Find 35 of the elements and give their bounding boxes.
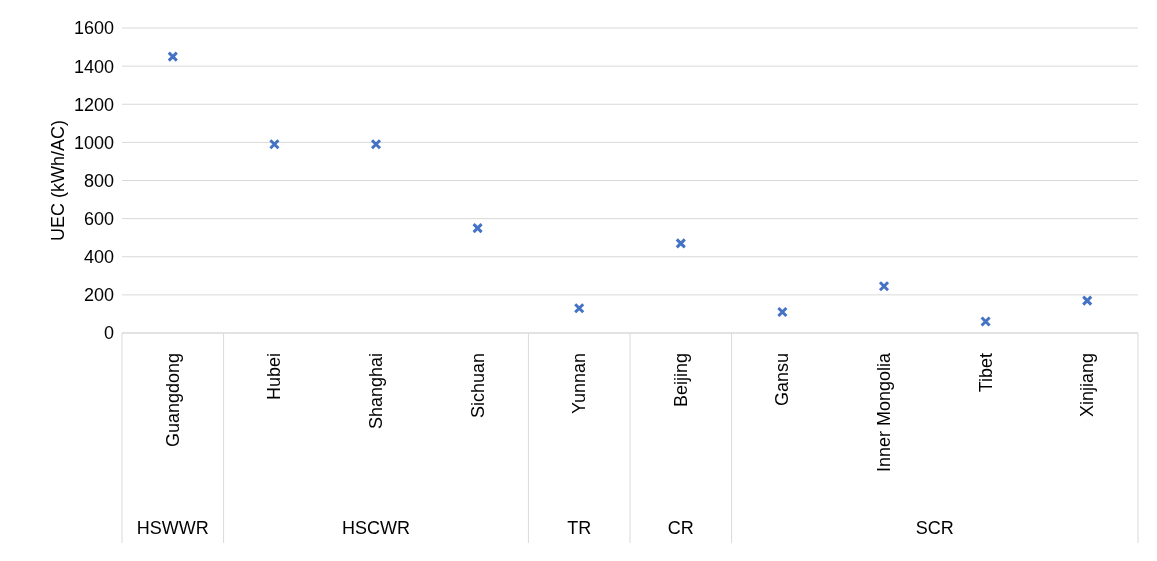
point — [370, 138, 382, 150]
text: HSWWR — [136, 518, 209, 538]
x-tick-label: Inner Mongolia — [874, 352, 894, 473]
point — [268, 138, 280, 150]
text: TR — [567, 518, 592, 538]
text: SCR — [915, 518, 954, 538]
x-tick-label: Xinjiang — [1077, 353, 1098, 418]
x-tick-label: Tibet — [975, 353, 996, 393]
y-tick-label: 0 — [103, 323, 114, 344]
point — [1081, 295, 1093, 307]
y-tick-label: 1600 — [73, 18, 114, 39]
x-tick-label: Sichuan — [467, 353, 488, 419]
point — [573, 302, 585, 314]
x-tick-label: Shanghai — [366, 353, 386, 430]
text: CR — [667, 518, 694, 538]
y-tick-label: 1000 — [73, 132, 114, 153]
y-axis-title: UEC (kWh/AC) — [48, 120, 69, 241]
text: HSCWR — [342, 518, 410, 538]
y-tick-label: 200 — [83, 285, 114, 306]
y-tick-label: 1400 — [73, 56, 114, 77]
x-tick-label: Beijing — [670, 353, 691, 408]
point — [167, 51, 179, 63]
point — [472, 222, 484, 234]
point — [675, 237, 687, 249]
y-tick-label: 800 — [83, 170, 114, 191]
x-tick-label: Gansu — [772, 353, 793, 407]
point — [980, 316, 992, 328]
point — [878, 280, 890, 292]
y-tick-label: 600 — [83, 209, 114, 230]
y-tick-label: 1200 — [73, 94, 114, 115]
x-tick-label: Hubei — [264, 353, 285, 401]
y-tick-label: 400 — [83, 247, 114, 268]
x-tick-label: Guangdong — [162, 353, 183, 448]
x-tick-label: Yunnan — [569, 353, 590, 415]
point — [776, 306, 788, 318]
